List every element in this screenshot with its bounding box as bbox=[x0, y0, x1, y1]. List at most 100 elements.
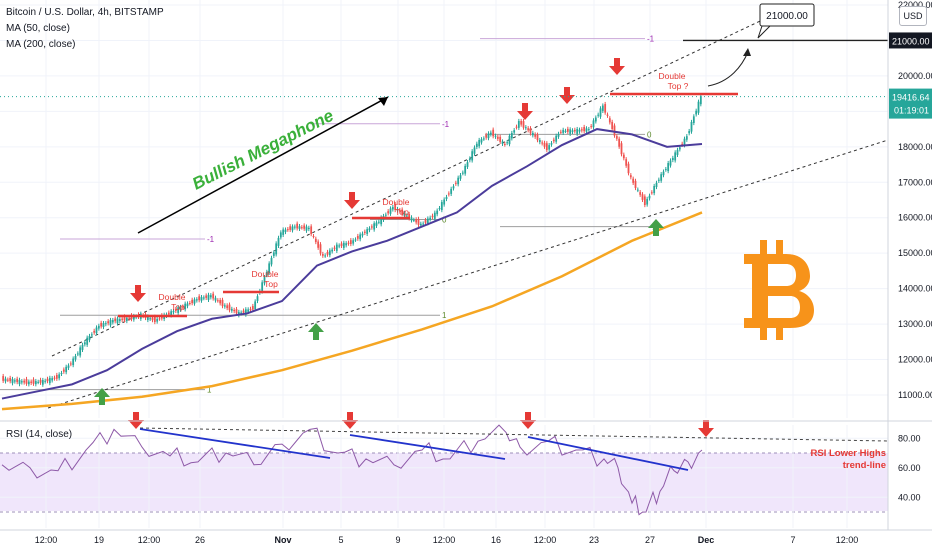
candle-body bbox=[153, 316, 156, 323]
fib-level-label: -1 bbox=[442, 120, 450, 129]
price-series bbox=[2, 93, 702, 387]
candle-body bbox=[681, 143, 684, 145]
candle-body bbox=[282, 229, 285, 235]
candle-body bbox=[270, 257, 273, 265]
candle-body bbox=[118, 319, 121, 321]
candle-body bbox=[275, 243, 278, 255]
megaphone-upper-line bbox=[51, 13, 776, 357]
x-tick-label: 12:00 bbox=[138, 535, 161, 545]
y-tick-label: 18000.00 bbox=[898, 142, 932, 152]
candle-body bbox=[366, 229, 369, 234]
candle-body bbox=[683, 138, 686, 146]
candle-body bbox=[74, 356, 77, 360]
candle-body bbox=[415, 219, 418, 223]
candle-body bbox=[349, 240, 352, 245]
grid bbox=[0, 0, 888, 528]
candle-body bbox=[578, 129, 581, 132]
candle-body bbox=[597, 114, 600, 116]
candle-body bbox=[557, 133, 560, 137]
red-down-arrow-icon bbox=[609, 58, 625, 75]
y-tick-label: 22000.00 bbox=[898, 0, 932, 10]
candle-body bbox=[695, 110, 698, 115]
candle-body bbox=[186, 303, 189, 307]
candle-body bbox=[438, 208, 441, 210]
ma50-legend: MA (50, close) bbox=[6, 23, 70, 34]
red-down-arrow-icon bbox=[130, 285, 146, 302]
candle-body bbox=[499, 136, 502, 142]
candle-body bbox=[174, 309, 177, 311]
candle-body bbox=[566, 128, 569, 132]
candle-body bbox=[13, 380, 16, 382]
candle-body bbox=[233, 309, 236, 312]
candle-body bbox=[256, 296, 259, 301]
red-down-arrow-icon bbox=[344, 192, 360, 209]
candle-body bbox=[501, 141, 504, 144]
fib-level-label: -1 bbox=[647, 35, 655, 44]
megaphone-arrow-line bbox=[137, 96, 389, 234]
candle-body bbox=[471, 151, 474, 161]
rsi-y-tick-label: 60.00 bbox=[898, 463, 921, 473]
candle-body bbox=[636, 189, 639, 191]
candle-body bbox=[83, 342, 86, 345]
candle-body bbox=[298, 226, 301, 229]
candle-body bbox=[569, 129, 572, 134]
candle-body bbox=[261, 282, 264, 292]
candle-body bbox=[643, 196, 646, 206]
y-tick-label: 13000.00 bbox=[898, 319, 932, 329]
candle-body bbox=[417, 218, 420, 225]
fib-level-label: 1 bbox=[207, 386, 212, 395]
candle-body bbox=[464, 165, 467, 174]
candle-body bbox=[562, 129, 565, 133]
candle-body bbox=[193, 299, 196, 304]
double-top-label: Top bbox=[171, 302, 185, 312]
y-tick-label: 15000.00 bbox=[898, 248, 932, 258]
candle-body bbox=[697, 101, 700, 113]
candle-body bbox=[195, 299, 198, 301]
candle-body bbox=[25, 379, 28, 384]
candle-body bbox=[90, 334, 93, 336]
candle-body bbox=[172, 311, 175, 313]
candle-body bbox=[58, 374, 61, 379]
fib-level-label: 1 bbox=[442, 311, 447, 320]
x-tick-label: 12:00 bbox=[836, 535, 859, 545]
candle-body bbox=[482, 138, 485, 140]
candle-body bbox=[550, 143, 553, 145]
rsi-legend: RSI (14, close) bbox=[6, 429, 73, 440]
moving-averages bbox=[1, 128, 703, 411]
candle-body bbox=[592, 120, 595, 128]
candle-body bbox=[361, 233, 364, 236]
candle-body bbox=[167, 312, 170, 315]
currency-badge[interactable]: USD bbox=[899, 6, 927, 26]
candle-body bbox=[646, 198, 649, 205]
candle-body bbox=[555, 135, 558, 142]
candle-body bbox=[55, 375, 58, 379]
candle-body bbox=[212, 293, 215, 299]
candle-body bbox=[375, 222, 378, 226]
candle-body bbox=[377, 221, 380, 223]
candle-body bbox=[216, 300, 219, 302]
candle-body bbox=[641, 194, 644, 200]
candle-body bbox=[81, 344, 84, 350]
candle-body bbox=[573, 129, 576, 132]
candle-body bbox=[76, 353, 79, 355]
candle-body bbox=[527, 128, 530, 131]
candle-body bbox=[510, 133, 513, 139]
candle-body bbox=[356, 236, 359, 239]
candle-body bbox=[69, 363, 72, 365]
candle-body bbox=[391, 207, 394, 210]
x-tick-label: 23 bbox=[589, 535, 599, 545]
candle-body bbox=[109, 319, 112, 326]
candle-body bbox=[405, 215, 408, 217]
candle-body bbox=[669, 160, 672, 166]
candle-body bbox=[492, 129, 495, 137]
candle-body bbox=[559, 131, 562, 133]
candle-body bbox=[520, 121, 523, 125]
target-callout-box bbox=[759, 3, 815, 27]
candle-body bbox=[18, 379, 21, 385]
candle-body bbox=[100, 322, 103, 327]
candle-body bbox=[515, 126, 518, 128]
candle-body bbox=[601, 105, 604, 111]
candle-body bbox=[335, 244, 338, 251]
